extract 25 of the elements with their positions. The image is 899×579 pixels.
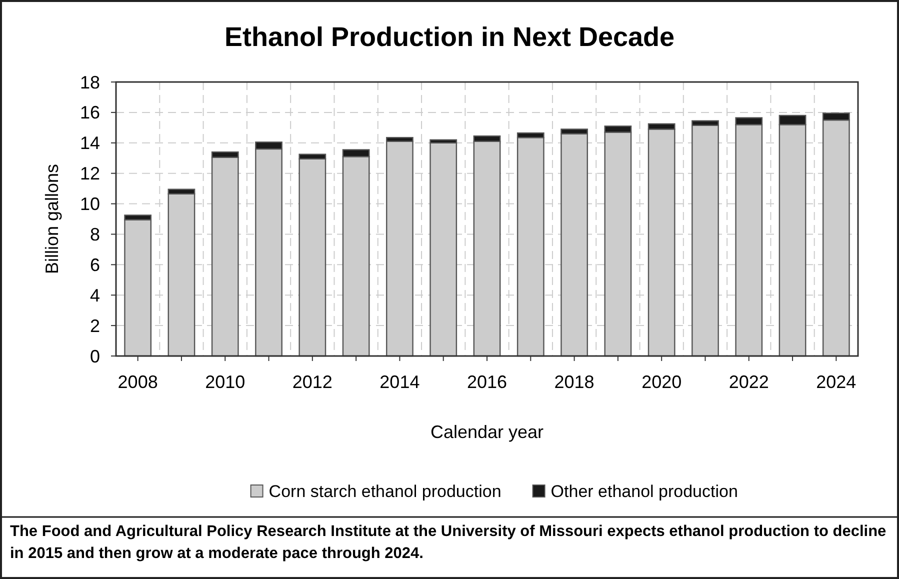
x-tick-label: 2024	[816, 372, 856, 392]
x-tick-label: 2020	[642, 372, 682, 392]
y-tick-label: 6	[90, 254, 100, 275]
legend-label: Other ethanol production	[550, 482, 738, 501]
x-tick-label: 2018	[554, 372, 594, 392]
text: The Food and Agricultural Policy Research Institute at the University of Missouri expects ethanol production to decline in 2015 and then grow at a moderate pace through 2024.	[10, 522, 888, 564]
chart-title: Ethanol Production in Next Decade	[224, 22, 675, 52]
y-tick-label: 14	[80, 133, 100, 154]
y-tick-label: 12	[80, 164, 100, 184]
x-tick-label: 2008	[118, 372, 158, 392]
y-tick-label: 0	[90, 346, 100, 366]
legend-label: Corn starch ethanol production	[268, 482, 502, 501]
x-tick-label: 2010	[205, 372, 246, 392]
y-tick-label: 16	[80, 102, 100, 123]
y-axis-title: Billion gallons	[42, 164, 62, 274]
y-tick-label: 10	[80, 194, 100, 214]
x-tick-label: 2016	[466, 372, 508, 392]
y-tick-label: 8	[90, 224, 100, 245]
x-axis-title: Calendar year	[430, 422, 544, 442]
x-tick-label: 2014	[380, 372, 420, 392]
y-tick-label: 4	[90, 285, 100, 306]
x-tick-label: 2022	[728, 372, 769, 392]
y-tick-label: 2	[90, 316, 100, 336]
y-tick-label: 18	[80, 72, 100, 92]
x-tick-label: 2012	[292, 372, 332, 392]
